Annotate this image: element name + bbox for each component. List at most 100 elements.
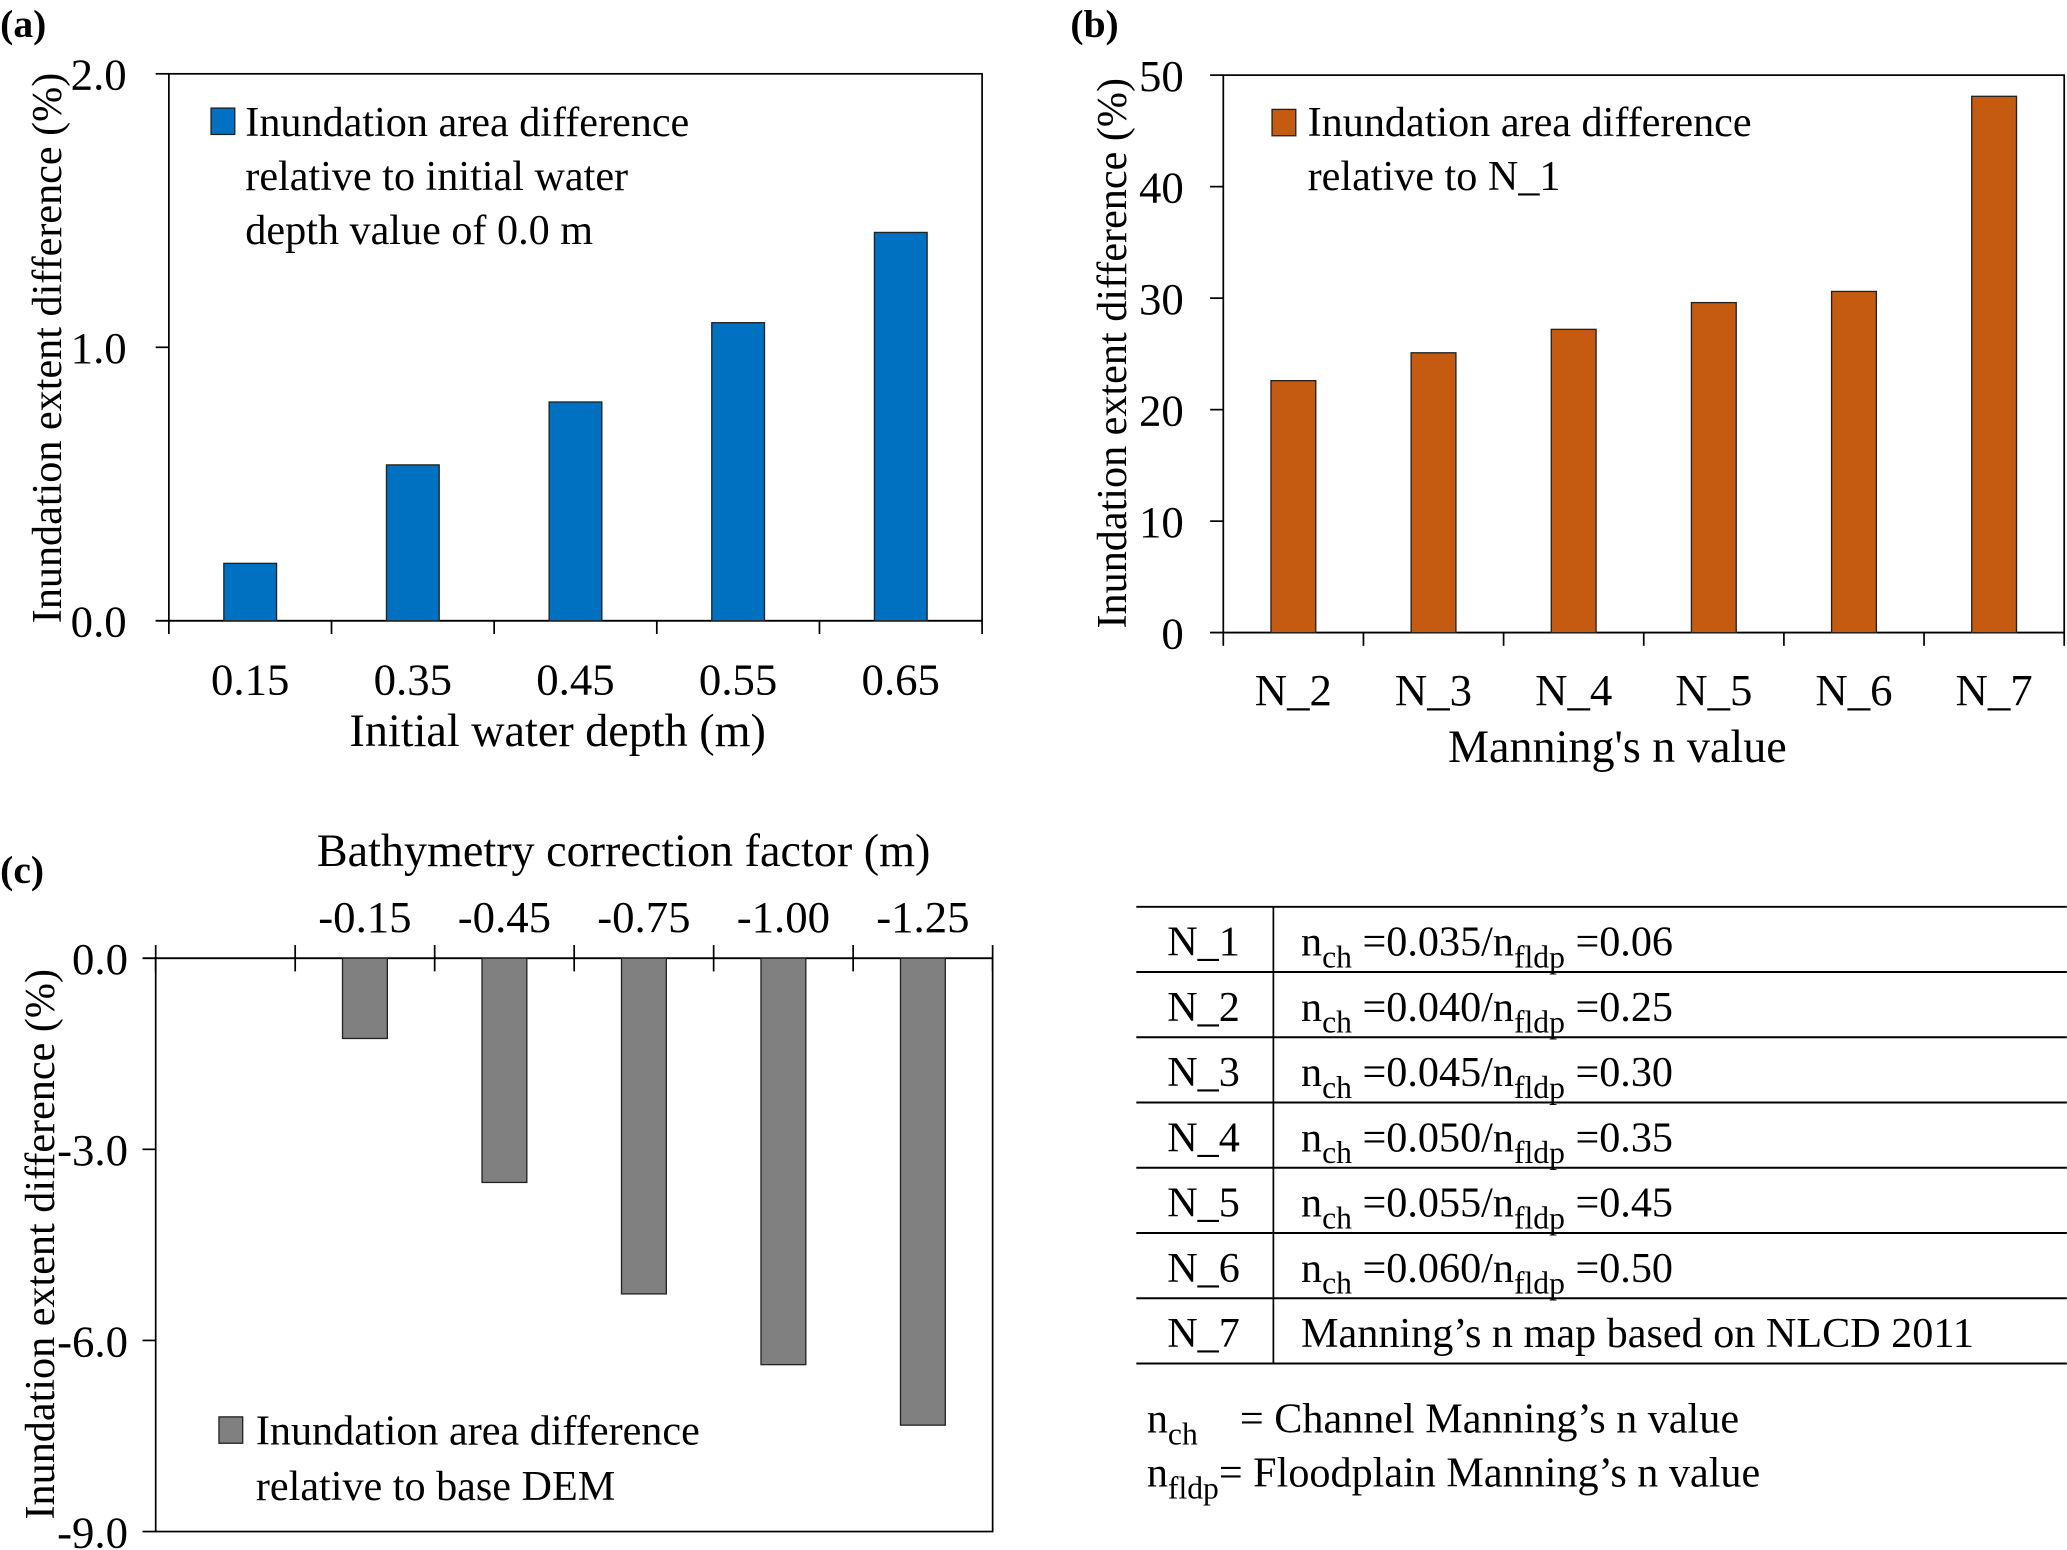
manning-table: N_1 nch =0.035/nfldp =0.06N_2 nch =0.040/n… <box>1136 905 2067 1506</box>
panel-label-c: (c) <box>0 848 44 892</box>
symbol-n: n <box>1301 1114 1322 1161</box>
bar <box>1830 290 1878 634</box>
bar <box>620 957 667 1295</box>
subscript-ch: ch <box>1322 1200 1352 1235</box>
y-axis-title: Inundation extent difference (%) <box>24 73 71 624</box>
symbol-n: n <box>1493 984 1514 1031</box>
symbol-n: n <box>1301 1245 1322 1292</box>
symbol-n: n <box>1493 1049 1514 1096</box>
x-tick-label: 0.55 <box>699 655 777 705</box>
bar <box>1270 379 1317 634</box>
symbol-n: n <box>1493 919 1514 966</box>
y-tick-label: -9.0 <box>57 1507 128 1550</box>
bar <box>1410 352 1457 634</box>
x-tick-label: 0.65 <box>862 655 940 705</box>
x-tick-label: N_7 <box>1956 665 2033 715</box>
footnote: nfldp= Floodplain Manning’s n value <box>1147 1450 1760 1506</box>
x-axis-title: Manning's n value <box>1448 721 1787 772</box>
x-tick-label: 0.45 <box>536 655 614 705</box>
subscript-fldp: fldp <box>1514 1266 1565 1301</box>
table-cell-value: nch =0.040/nfldp =0.25 <box>1301 984 1673 1040</box>
nch-value: =0.040/ <box>1352 984 1493 1031</box>
footnote-subscript: ch <box>1168 1417 1198 1452</box>
symbol-n: n <box>1301 984 1322 1031</box>
symbol-n: n <box>1147 1396 1168 1443</box>
symbol-n: n <box>1301 919 1322 966</box>
x-axis-title: Bathymetry correction factor (m) <box>317 825 930 876</box>
y-axis-title: Inundation extent difference (%) <box>17 969 64 1520</box>
bar <box>341 957 388 1040</box>
symbol-n: n <box>1301 1180 1322 1227</box>
footnote-text: = Floodplain Manning’s n value <box>1219 1450 1760 1497</box>
footnote: nch = Channel Manning’s n value <box>1147 1396 1739 1452</box>
x-tick-label: -1.25 <box>876 892 969 942</box>
y-tick-label: -3.0 <box>57 1125 128 1175</box>
y-tick-label: 0 <box>1161 608 1183 658</box>
x-tick-label: -1.00 <box>737 892 830 942</box>
table-cell-value: nch =0.035/nfldp =0.06 <box>1301 919 1673 975</box>
y-axis-title: Inundation extent difference (%) <box>1089 78 1136 629</box>
bar <box>873 231 928 622</box>
table-cell-code: N_4 <box>1167 1114 1240 1161</box>
nch-value: =0.060/ <box>1352 1245 1493 1292</box>
nch-value: =0.035/ <box>1352 919 1493 966</box>
legend-text: relative to initial water <box>245 153 628 200</box>
bar <box>223 562 278 622</box>
x-tick-label: N_3 <box>1395 665 1472 715</box>
legend-text: relative to N_1 <box>1308 153 1561 200</box>
subscript-fldp: fldp <box>1514 1135 1565 1170</box>
table-cell-code: N_5 <box>1167 1180 1240 1227</box>
y-tick-label: 40 <box>1139 162 1184 212</box>
bar <box>899 957 946 1426</box>
y-tick-label: 50 <box>1139 51 1184 101</box>
y-tick-label: 0.0 <box>72 934 128 984</box>
subscript-ch: ch <box>1322 1266 1352 1301</box>
x-tick-label: N_6 <box>1815 665 1892 715</box>
table-cell-value: nch =0.050/nfldp =0.35 <box>1301 1114 1673 1170</box>
chart-c: -9.0 -6.0 -3.0 0.0 -0.15 -0.45 -0.75 -1.00 -1.25… <box>17 825 994 1550</box>
bar <box>760 957 807 1366</box>
y-tick-label: 10 <box>1139 497 1184 547</box>
legend-text: Inundation area difference <box>245 99 689 146</box>
nfldp-value: =0.06 <box>1565 919 1673 966</box>
y-tick-label: 30 <box>1139 274 1184 324</box>
bar <box>548 401 603 622</box>
symbol-n: n <box>1493 1180 1514 1227</box>
x-tick-label: N_5 <box>1675 665 1752 715</box>
chart-b: 0 10 20 30 40 50 N_2 N_3 N_4 N_5 N_6 N_7 Manning's n… <box>1089 51 2066 772</box>
legend-swatch <box>1271 108 1297 137</box>
symbol-n: n <box>1493 1114 1514 1161</box>
subscript-fldp: fldp <box>1514 1005 1565 1040</box>
x-tick-label: -0.45 <box>458 892 551 942</box>
legend-swatch <box>210 107 236 136</box>
table-cell-code: N_2 <box>1167 984 1240 1031</box>
subscript-ch: ch <box>1322 1005 1352 1040</box>
symbol-n: n <box>1493 1245 1514 1292</box>
table-cell-code: N_6 <box>1167 1245 1240 1292</box>
table-cell-value: nch =0.060/nfldp =0.50 <box>1301 1245 1673 1301</box>
x-axis-title: Initial water depth (m) <box>350 705 766 756</box>
legend-text: depth value of 0.0 m <box>245 207 593 254</box>
bar <box>1971 95 2018 634</box>
x-tick-label: -0.75 <box>597 892 690 942</box>
x-tick-label: N_2 <box>1255 665 1332 715</box>
table-cell-value: nch =0.045/nfldp =0.30 <box>1301 1049 1673 1105</box>
subscript-fldp: fldp <box>1514 939 1565 974</box>
bar <box>481 957 528 1184</box>
footnote-subscript: fldp <box>1168 1471 1219 1506</box>
table-cell-value: Manning’s n map based on NLCD 2011 <box>1301 1310 1974 1357</box>
y-tick-label: 1.0 <box>71 323 127 373</box>
nfldp-value: =0.35 <box>1565 1114 1673 1161</box>
bar <box>711 322 766 622</box>
legend-text: relative to base DEM <box>256 1463 615 1510</box>
nfldp-value: =0.30 <box>1565 1049 1673 1096</box>
y-tick-label: -6.0 <box>57 1316 128 1366</box>
nfldp-value: =0.50 <box>1565 1245 1673 1292</box>
subscript-fldp: fldp <box>1514 1070 1565 1105</box>
x-tick-label: -0.15 <box>318 892 411 942</box>
table-cell-code: N_7 <box>1167 1310 1240 1357</box>
symbol-n: n <box>1147 1450 1168 1497</box>
y-tick-label: 0.0 <box>71 597 127 647</box>
symbol-n: n <box>1301 1049 1322 1096</box>
